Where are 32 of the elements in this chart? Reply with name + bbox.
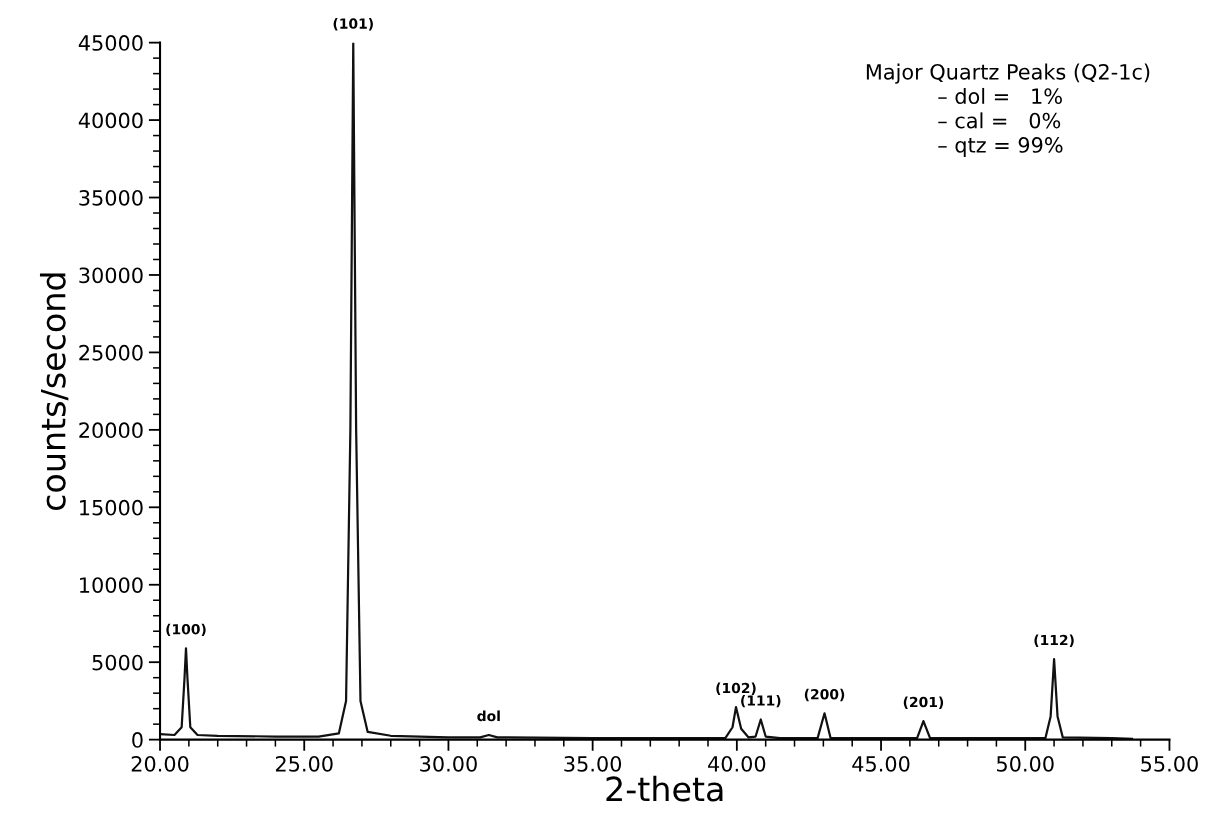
annotation: dol bbox=[477, 710, 500, 722]
x-tick-label: 30.00 bbox=[420, 755, 477, 772]
y-tick-label: 5000 bbox=[92, 654, 143, 671]
x-tick-label: 55.00 bbox=[1141, 755, 1198, 772]
x-axis-title: 2-theta bbox=[606, 775, 723, 802]
legend-title: Major Quartz Peaks (Q2-1c) bbox=[866, 63, 1150, 84]
annotation: (100) bbox=[166, 623, 206, 637]
y-tick-label: 25000 bbox=[79, 344, 143, 361]
annotation: (200) bbox=[804, 688, 845, 702]
annotation: – dol = 1% bbox=[938, 87, 1062, 105]
y-axis-title: counts/second bbox=[39, 273, 69, 511]
x-tick-label: 45.00 bbox=[852, 755, 910, 772]
annotation: (102) bbox=[716, 682, 756, 695]
y-tick-label: 40000 bbox=[78, 112, 143, 129]
y-tick-label: 35000 bbox=[79, 189, 143, 206]
y-tick-label: 20000 bbox=[79, 422, 143, 439]
y-tick-label: 30000 bbox=[79, 267, 143, 284]
annotation: – cal = 0% bbox=[938, 112, 1061, 129]
y-tick-label: 10000 bbox=[80, 577, 143, 593]
y-tick-label: 45000 bbox=[78, 35, 143, 51]
annotation: (111) bbox=[741, 694, 781, 708]
x-tick-label: 25.00 bbox=[275, 755, 333, 772]
annotation: (201) bbox=[903, 696, 944, 709]
x-tick-label: 20.00 bbox=[131, 755, 189, 772]
annotation: (112) bbox=[1034, 634, 1074, 647]
x-tick-label: 50.00 bbox=[997, 755, 1054, 772]
y-tick-label: 15000 bbox=[80, 499, 143, 516]
x-tick-label: 40.00 bbox=[708, 755, 766, 772]
y-tick-label: 0 bbox=[132, 732, 143, 748]
x-tick-label: 35.00 bbox=[564, 755, 622, 772]
annotation: (101) bbox=[333, 18, 373, 31]
annotation: – qtz = 99% bbox=[938, 137, 1063, 157]
